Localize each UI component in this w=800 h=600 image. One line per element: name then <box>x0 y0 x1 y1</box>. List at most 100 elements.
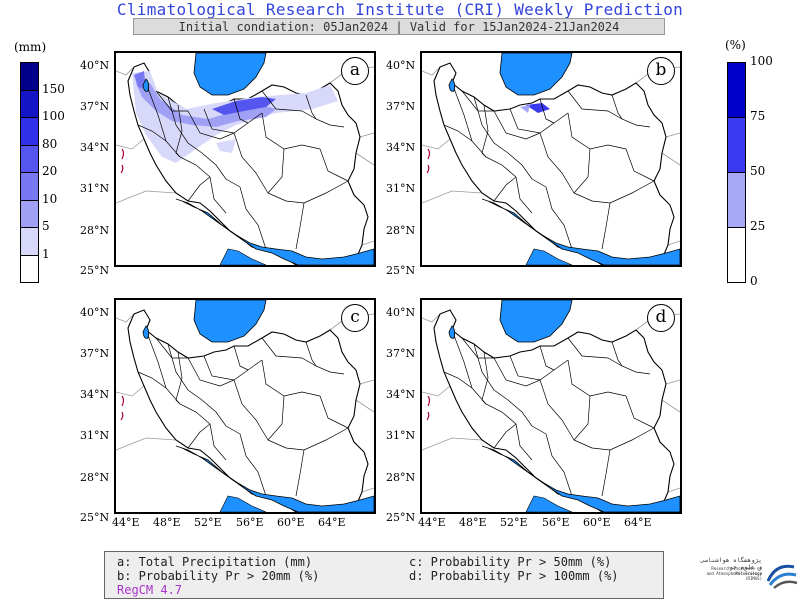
lake-marker <box>426 411 430 421</box>
lat-tick-label: 37°N <box>80 347 110 360</box>
province-border <box>539 345 555 371</box>
province-border <box>295 449 305 497</box>
province-border <box>233 345 249 371</box>
neighbor-border <box>665 132 680 138</box>
province-border <box>261 90 317 120</box>
precip-colorbar-level-label: 20 <box>42 164 58 178</box>
province-border <box>545 186 573 250</box>
model-name: RegCM 4.7 <box>117 583 183 597</box>
lake-marker <box>120 411 124 421</box>
map-panel-b: b <box>420 51 682 267</box>
neighbor-border <box>355 152 374 166</box>
prob-colorbar-level-label: 25 <box>750 219 766 233</box>
panel-label-c: c <box>341 304 369 332</box>
precip-region-central <box>216 139 236 153</box>
precip-colorbar-swatch <box>20 144 39 173</box>
map-svg <box>116 300 374 512</box>
lat-tick-label: 28°N <box>386 224 416 237</box>
legend-c: c: Probability Pr > 50mm (%) <box>409 555 612 569</box>
neighbor-border <box>116 437 177 451</box>
neighbor-border <box>661 152 680 166</box>
province-border <box>443 371 473 389</box>
lake-urmia <box>448 325 456 339</box>
lake-marker <box>121 395 125 407</box>
province-border <box>167 343 203 401</box>
province-border <box>319 395 349 429</box>
province-border <box>493 423 517 449</box>
precip-colorbar-level-label: 1 <box>42 246 50 261</box>
neighbor-border <box>116 313 135 323</box>
neighbor-border <box>116 385 145 397</box>
lat-tick-label: 28°N <box>386 471 416 484</box>
map-svg <box>422 300 680 512</box>
neighbor-border <box>422 385 451 397</box>
rimas-emblem-icon <box>766 564 798 589</box>
lon-tick-label: 48°E <box>459 516 487 529</box>
province-border <box>481 104 489 158</box>
province-border <box>267 395 285 441</box>
gulf-south-shore <box>219 248 267 265</box>
precip-region-mid <box>136 83 276 127</box>
province-border <box>167 96 203 154</box>
prob-colorbar-unit: (%) <box>725 38 746 52</box>
province-border <box>267 148 285 194</box>
precip-colorbar-swatch <box>20 199 39 228</box>
lake-urmia <box>142 325 150 339</box>
lat-tick-label: 31°N <box>80 182 110 195</box>
province-border <box>545 433 573 497</box>
lon-tick-label: 64°E <box>318 516 346 529</box>
province-border <box>187 110 235 140</box>
precip-colorbar-level-label: 100 <box>42 109 65 123</box>
lat-tick-label: 34°N <box>386 388 416 401</box>
precip-colorbar-swatch <box>20 254 39 283</box>
neighbor-border <box>361 487 374 493</box>
province-border <box>625 148 655 182</box>
panel-label-a: a <box>341 57 369 85</box>
prob-region-low <box>520 105 530 113</box>
lon-tick-label: 52°E <box>500 516 528 529</box>
panel-label-b: b <box>647 57 675 85</box>
province-border <box>175 104 183 158</box>
province-border <box>201 152 241 188</box>
neighbor-border <box>116 138 145 150</box>
lat-tick-label: 25°N <box>80 264 110 277</box>
province-border <box>233 379 269 441</box>
lake-marker <box>427 395 431 407</box>
panel-label-d: d <box>647 304 675 332</box>
legend-a: a: Total Precipitation (mm) <box>117 555 313 569</box>
lon-tick-label: 56°E <box>236 516 264 529</box>
caspian-sea <box>499 300 573 343</box>
neighbor-border <box>422 190 483 204</box>
province-border <box>473 343 509 401</box>
lat-tick-label: 25°N <box>386 264 416 277</box>
precip-colorbar-swatch <box>20 172 39 201</box>
province-border <box>539 379 575 441</box>
province-border <box>145 82 167 142</box>
province-border <box>187 357 235 387</box>
neighbor-border <box>667 240 680 246</box>
persian-gulf <box>481 445 680 512</box>
lat-tick-label: 40°N <box>80 59 110 72</box>
precip-colorbar-swatch <box>20 117 39 146</box>
province-border <box>539 98 555 124</box>
lat-tick-label: 25°N <box>386 511 416 524</box>
page-title: Climatological Research Institute (CRI) … <box>116 0 684 19</box>
province-border <box>567 90 623 120</box>
lake-marker <box>121 148 125 160</box>
province-border <box>539 132 575 194</box>
province-border <box>233 132 269 194</box>
legend-box: a: Total Precipitation (mm) b: Probabili… <box>104 551 664 599</box>
prob-colorbar-swatch <box>727 62 746 118</box>
province-border <box>187 423 211 449</box>
province-border <box>493 176 517 202</box>
province-border <box>507 399 547 435</box>
map-svg <box>422 53 680 265</box>
neighbor-border <box>116 66 135 76</box>
neighbor-border <box>116 190 177 204</box>
province-border <box>451 82 473 142</box>
province-border <box>493 357 541 387</box>
lon-tick-label: 48°E <box>153 516 181 529</box>
prob-colorbar-level-label: 75 <box>750 109 766 123</box>
province-border <box>507 152 547 188</box>
lat-tick-label: 37°N <box>386 347 416 360</box>
